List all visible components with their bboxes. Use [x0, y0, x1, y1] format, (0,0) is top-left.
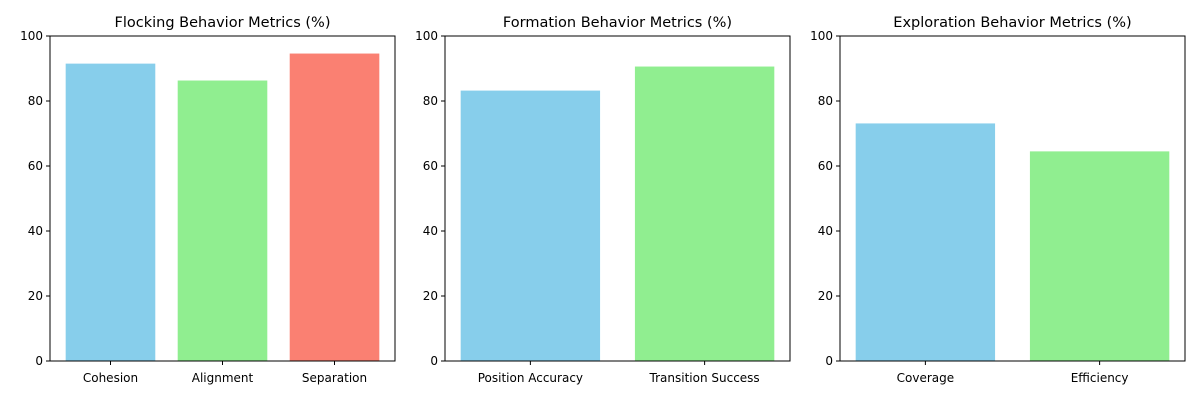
y-tick-label: 80 — [423, 94, 438, 108]
y-tick-label: 60 — [818, 159, 833, 173]
axes-frame — [444, 35, 791, 362]
bar-efficiency — [1029, 151, 1170, 361]
y-tick-label: 60 — [28, 159, 43, 173]
y-tick-label: 20 — [423, 289, 438, 303]
y-tick-label: 60 — [423, 159, 438, 173]
exploration-chart: Exploration Behavior Metrics (%) Coverag… — [810, 15, 1186, 385]
y-tick-label: 100 — [810, 29, 833, 43]
y-tick-label: 40 — [423, 224, 438, 238]
chart-title: Formation Behavior Metrics (%) — [503, 15, 732, 31]
y-tick-label: 80 — [28, 94, 43, 108]
x-tick-label: Coverage — [897, 371, 955, 385]
y-tick-label: 0 — [430, 354, 438, 368]
y-tick-label: 0 — [35, 354, 43, 368]
y-tick-label: 40 — [818, 224, 833, 238]
x-tick-label: Transition Success — [649, 371, 760, 385]
bar-separation — [289, 53, 380, 362]
chart-title: Exploration Behavior Metrics (%) — [893, 15, 1131, 31]
x-tick-label: Position Accuracy — [478, 371, 583, 385]
y-tick-label: 20 — [28, 289, 43, 303]
formation-chart: Formation Behavior Metrics (%) Position … — [415, 15, 791, 385]
bar-cohesion — [65, 63, 156, 361]
bar-alignment — [177, 80, 268, 362]
bar-position-accuracy — [460, 90, 601, 361]
chart-title: Flocking Behavior Metrics (%) — [115, 15, 331, 31]
axes-frame — [839, 35, 1186, 362]
y-tick-label: 100 — [415, 29, 438, 43]
x-tick-label: Alignment — [192, 371, 254, 385]
y-tick-label: 80 — [818, 94, 833, 108]
x-tick-label: Separation — [302, 371, 367, 385]
y-tick-label: 0 — [825, 354, 833, 368]
x-tick-label: Cohesion — [83, 371, 138, 385]
y-tick-label: 40 — [28, 224, 43, 238]
bar-transition-success — [634, 66, 775, 362]
x-tick-label: Efficiency — [1071, 371, 1129, 385]
flocking-chart: Flocking Behavior Metrics (%) Cohesion Al… — [20, 15, 396, 385]
axes-frame — [49, 35, 396, 362]
bar-coverage — [855, 123, 996, 361]
y-tick-label: 20 — [818, 289, 833, 303]
y-tick-label: 100 — [20, 29, 43, 43]
